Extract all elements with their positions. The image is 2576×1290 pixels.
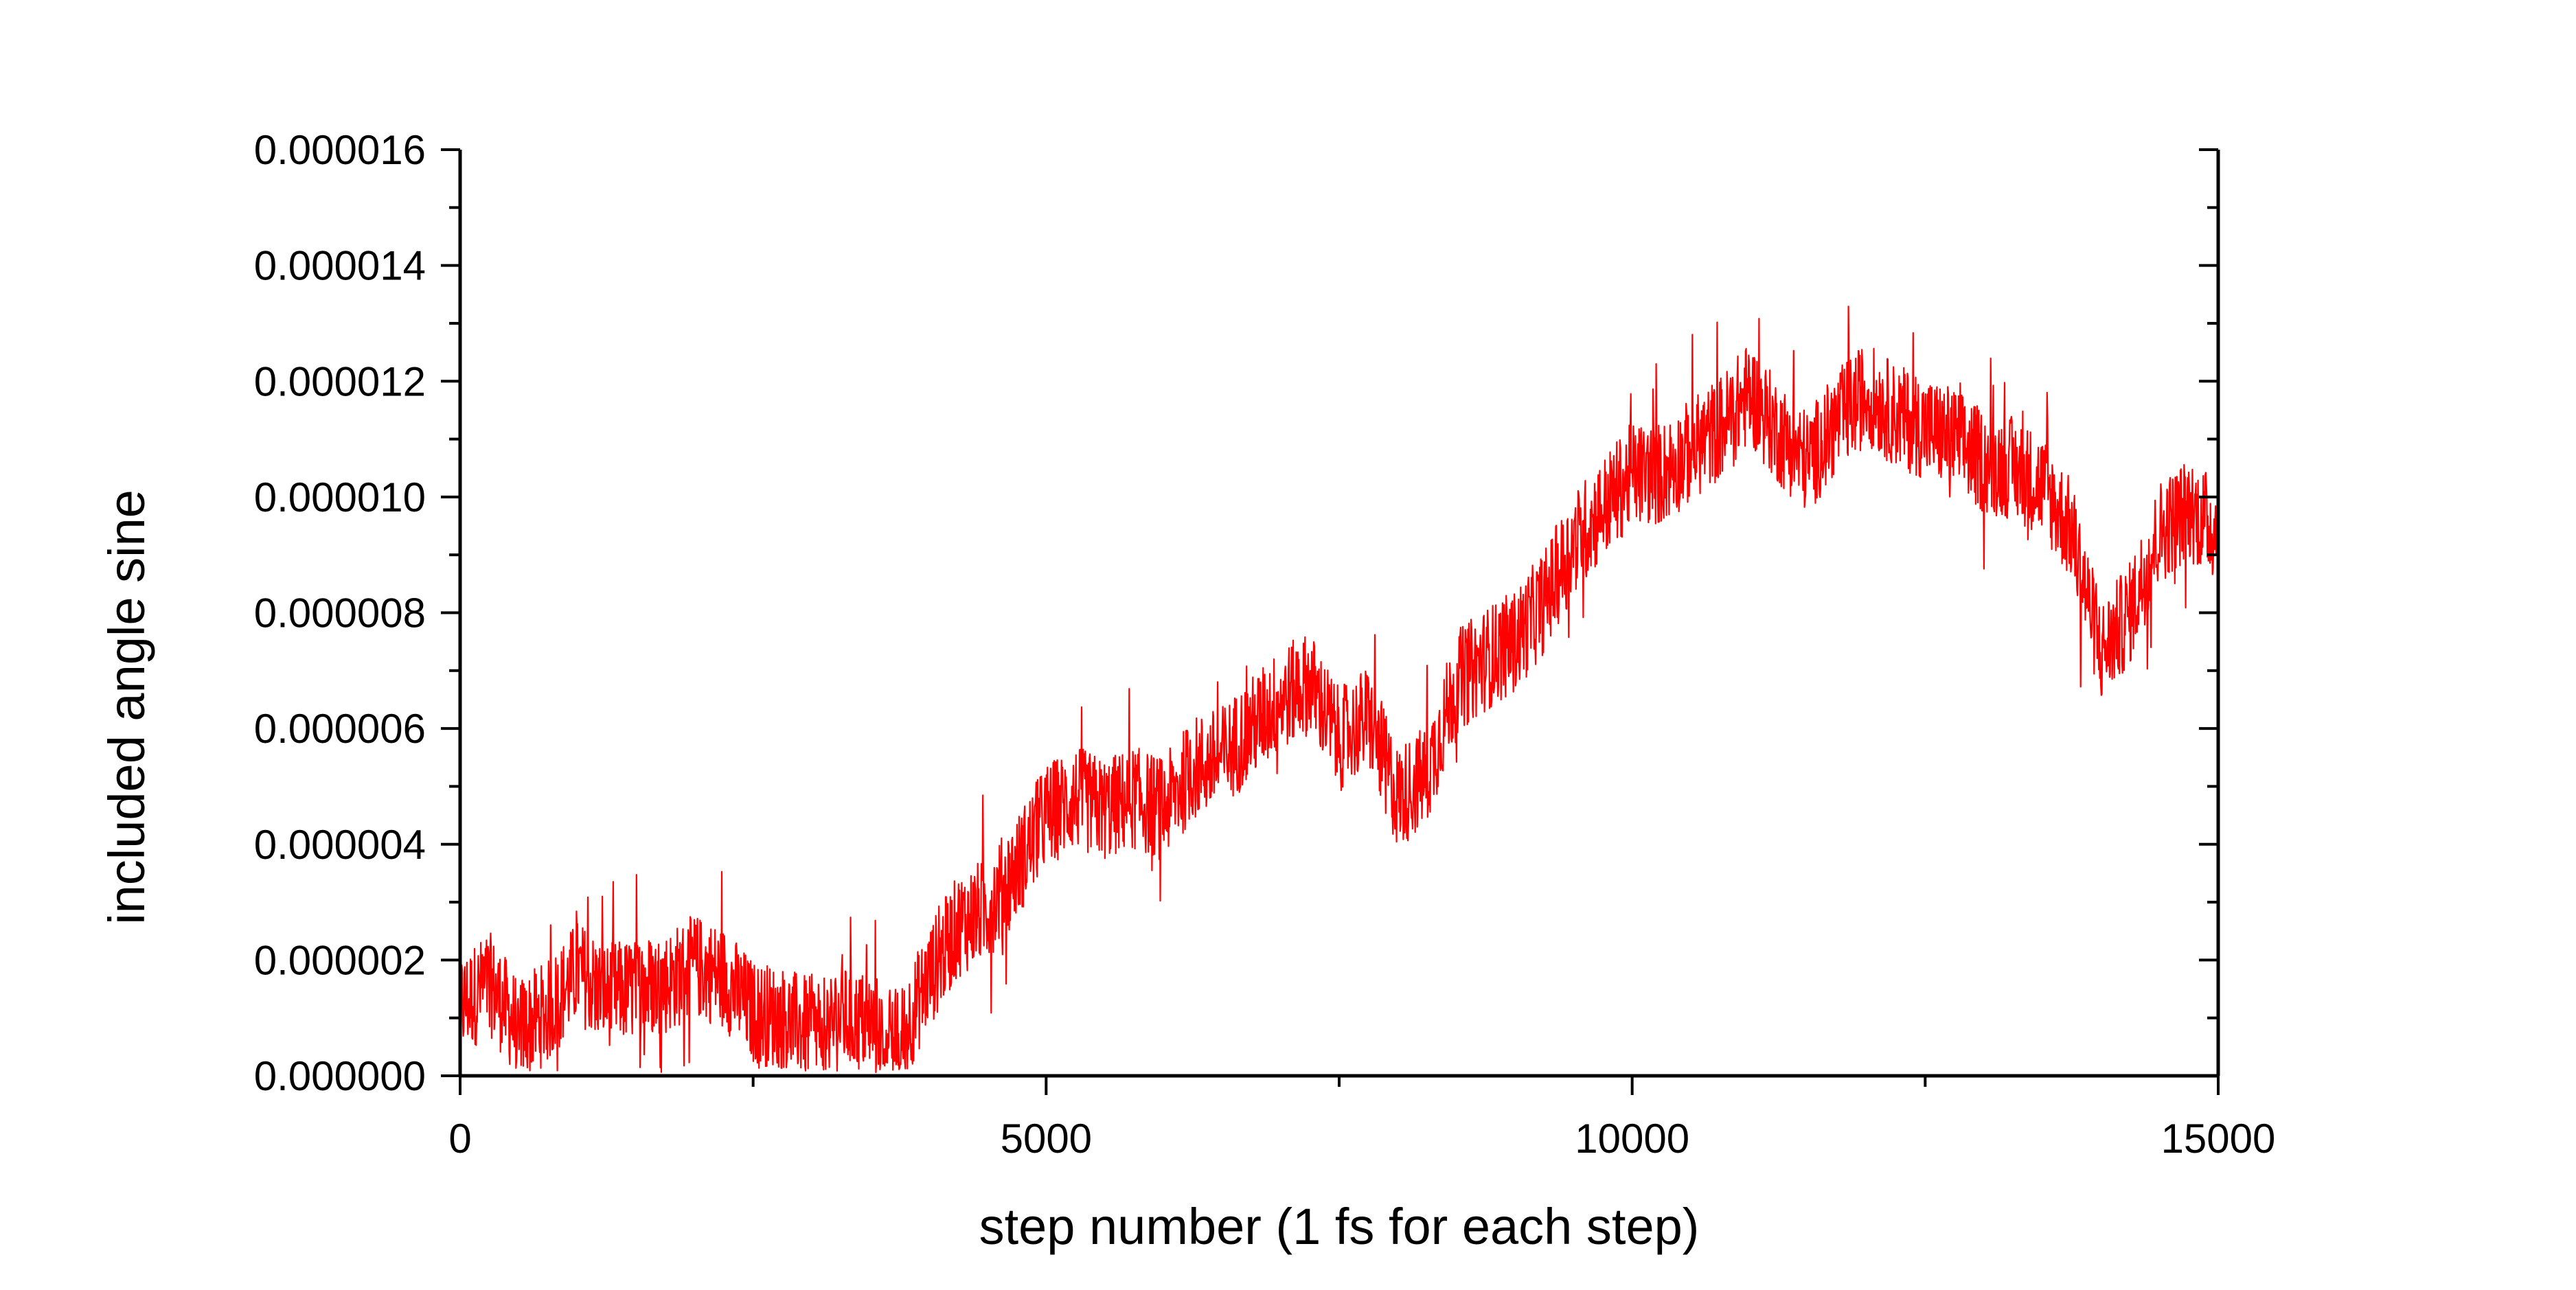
- plot-area: [460, 306, 2218, 1073]
- x-tick-label: 15000: [2161, 1116, 2276, 1162]
- y-tick-label: 0.000016: [254, 127, 426, 173]
- x-tick-label: 10000: [1575, 1116, 1689, 1162]
- y-tick-label: 0.000008: [254, 590, 426, 636]
- y-tick-label: 0.000000: [254, 1053, 426, 1099]
- y-tick-label: 0.000004: [254, 822, 426, 868]
- y-axis-title: included angle sine: [98, 489, 155, 925]
- y-tick-label: 0.000014: [254, 243, 426, 289]
- y-tick-label: 0.000010: [254, 474, 426, 520]
- x-tick-label: 5000: [1001, 1116, 1092, 1162]
- x-tick-label: 0: [448, 1116, 471, 1162]
- x-axis-title: step number (1 fs for each step): [979, 1198, 1700, 1255]
- y-tick-label: 0.000012: [254, 358, 426, 404]
- axes: 0.000000 0.000002 0.000004 0.000006 0.000008…: [254, 127, 2276, 1162]
- y-tick-label: 0.000002: [254, 937, 426, 983]
- y-tick-label: 0.000006: [254, 706, 426, 752]
- series-line-0: [460, 306, 2218, 1073]
